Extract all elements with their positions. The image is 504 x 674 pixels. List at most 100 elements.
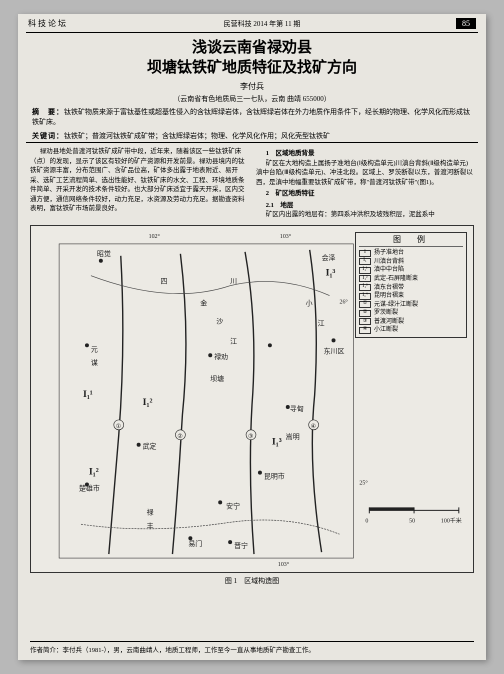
col-right: 1 区域地质背景 矿区在大地构造上属扬子准地台(Ⅰ级构造单元)川滇台背斜(Ⅱ级构… bbox=[256, 147, 474, 219]
svg-text:小: 小 bbox=[306, 299, 313, 308]
zone-2: I₁² bbox=[143, 397, 153, 408]
legend-text: 罗茨断裂 bbox=[374, 309, 398, 317]
author: 李付兵 bbox=[18, 81, 486, 92]
legend-row: I₁²武定-石屏隆断束 bbox=[359, 275, 463, 283]
para-intro: 禄劝县地处普渡河钛铁矿成矿带中段，近年来，随着该区一些钛铁矿床（点）的发现，显示… bbox=[30, 147, 248, 213]
legend-symbol: ① bbox=[359, 301, 371, 308]
svg-text:安宁: 安宁 bbox=[226, 502, 240, 511]
legend-row: ③普渡河断裂 bbox=[359, 318, 463, 326]
body-columns: 禄劝县地处普渡河钛铁矿成矿带中段，近年来，随着该区一些钛铁矿床（点）的发现，显示… bbox=[30, 147, 474, 219]
header-rule bbox=[26, 32, 478, 33]
legend-symbol: I bbox=[359, 250, 371, 257]
svg-text:嵩明: 嵩明 bbox=[286, 433, 300, 441]
header-section: 科技论坛 bbox=[28, 18, 68, 29]
legend-text: 普渡河断裂 bbox=[374, 318, 404, 326]
svg-text:武定: 武定 bbox=[143, 442, 157, 451]
legend-symbol: I₁⁴ bbox=[359, 293, 371, 300]
col-left: 禄劝县地处普渡河钛铁矿成矿带中段，近年来，随着该区一些钛铁矿床（点）的发现，显示… bbox=[30, 147, 248, 219]
svg-text:四: 四 bbox=[161, 278, 168, 286]
keywords-block: 关键词：钛铁矿；普渡河钛铁矿成矿带；含钛辉绿岩体；物理、化学风化作用；风化壳型钛… bbox=[32, 132, 472, 142]
svg-text:寻甸: 寻甸 bbox=[290, 404, 304, 413]
svg-text:昭觉: 昭觉 bbox=[97, 249, 111, 258]
legend-symbol: ③ bbox=[359, 318, 371, 325]
coord-102: 102° bbox=[149, 233, 161, 240]
svg-text:江: 江 bbox=[318, 320, 325, 328]
legend-row: ②罗茨断裂 bbox=[359, 309, 463, 317]
legend-text: 川滇台背斜 bbox=[374, 258, 404, 266]
abstract-label: 摘 要： bbox=[32, 108, 64, 116]
legend-text: 扬子准地台 bbox=[374, 249, 404, 257]
legend-title: 图 例 bbox=[359, 235, 463, 247]
author-bio: 作者简介：李付兵（1981-），男，云南曲靖人，地质工程师，工作至今一直从事地质… bbox=[30, 641, 474, 654]
svg-text:会泽: 会泽 bbox=[322, 253, 336, 262]
legend-symbol: ④ bbox=[359, 327, 371, 334]
svg-text:东川区: 东川区 bbox=[324, 347, 345, 356]
legend-symbol: I₁ bbox=[359, 258, 371, 265]
svg-text:晋宁: 晋宁 bbox=[234, 541, 248, 550]
section-21: 2.1 地层 bbox=[256, 201, 474, 210]
zone-5: I₁³ bbox=[326, 268, 336, 279]
legend-text: 武定-石屏隆断束 bbox=[374, 275, 418, 283]
svg-text:坝塘: 坝塘 bbox=[210, 374, 224, 383]
legend-row: I₁³滇东台褶带 bbox=[359, 284, 463, 292]
svg-text:②: ② bbox=[177, 433, 182, 440]
para-geo: 矿区在大地构造上属扬子准地台(Ⅰ级构造单元)川滇台背斜(Ⅱ级构造单元)滇中台陷(… bbox=[256, 159, 474, 187]
article-title: 浅谈云南省禄劝县 坝塘钛铁矿地质特征及找矿方向 bbox=[18, 39, 486, 78]
legend-row: I扬子准地台 bbox=[359, 249, 463, 257]
abstract-block: 摘 要：钛铁矿物质来源于富钛基性或超基性侵入的含钛辉绿岩体，含钛辉绿岩体在外力地… bbox=[32, 108, 472, 128]
svg-text:100千米: 100千米 bbox=[441, 517, 462, 525]
legend-row: ④小江断裂 bbox=[359, 326, 463, 334]
title-line1: 浅谈云南省禄劝县 bbox=[18, 39, 486, 59]
legend-text: 小江断裂 bbox=[374, 326, 398, 334]
legend-text: 昆明台褶束 bbox=[374, 292, 404, 300]
affiliation: （云南省有色地质局三一七队，云南 曲靖 655000） bbox=[18, 94, 486, 104]
header-journal: 民营科技 2014 年第 11 期 bbox=[224, 19, 301, 29]
svg-text:楚雄市: 楚雄市 bbox=[79, 484, 100, 493]
title-line2: 坝塘钛铁矿地质特征及找矿方向 bbox=[18, 59, 486, 79]
legend-row: I₁⁴昆明台褶束 bbox=[359, 292, 463, 300]
legend-row: I₁川滇台背斜 bbox=[359, 258, 463, 266]
legend-symbol: I₁¹ bbox=[359, 267, 371, 274]
section-1: 1 区域地质背景 bbox=[256, 149, 474, 158]
legend-text: 滇东台褶带 bbox=[374, 284, 404, 292]
svg-text:③: ③ bbox=[248, 433, 253, 440]
svg-text:④: ④ bbox=[311, 423, 316, 430]
figure-caption: 图 1 区域构造图 bbox=[18, 576, 486, 586]
svg-text:金: 金 bbox=[200, 299, 207, 308]
coord-103b: 103° bbox=[278, 561, 290, 568]
svg-text:0: 0 bbox=[365, 519, 368, 525]
page-number: 85 bbox=[456, 18, 476, 29]
zone-3: I₁² bbox=[89, 467, 99, 478]
svg-text:禄: 禄 bbox=[147, 508, 154, 517]
svg-text:川: 川 bbox=[230, 278, 237, 286]
legend-text: 元谋-绿汁江断裂 bbox=[374, 301, 418, 309]
svg-text:江: 江 bbox=[230, 338, 237, 346]
coord-103t: 103° bbox=[280, 233, 292, 240]
keywords-label: 关键词： bbox=[32, 132, 64, 140]
svg-text:沙: 沙 bbox=[216, 318, 223, 326]
para-strata: 矿区内出露的地层有：第四系冲洪积及坡残积层，泥盆系中 bbox=[256, 210, 474, 219]
legend-symbol: ② bbox=[359, 310, 371, 317]
legend-row: I₁¹滇中中台陷 bbox=[359, 266, 463, 274]
zone-1: I₁¹ bbox=[83, 389, 93, 400]
coord-26: 26° bbox=[339, 299, 348, 306]
legend-row: ①元谋-绿汁江断裂 bbox=[359, 301, 463, 309]
figure-1: 102° 103° 26° 25° 103° ① ② ③ ④ bbox=[30, 225, 474, 573]
svg-text:谋: 谋 bbox=[91, 359, 98, 368]
legend: 图 例 I扬子准地台I₁川滇台背斜I₁¹滇中中台陷I₁²武定-石屏隆断束I₁³滇… bbox=[355, 232, 467, 338]
svg-text:丰: 丰 bbox=[147, 522, 154, 531]
svg-text:昆明市: 昆明市 bbox=[264, 472, 285, 481]
svg-text:禄劝: 禄劝 bbox=[214, 353, 228, 362]
legend-symbol: I₁² bbox=[359, 275, 371, 282]
svg-text:50: 50 bbox=[409, 519, 415, 525]
abstract-text: 钛铁矿物质来源于富钛基性或超基性侵入的含钛辉绿岩体，含钛辉绿岩体在外力地质作用条… bbox=[32, 108, 470, 126]
coord-25: 25° bbox=[359, 480, 368, 487]
svg-text:元: 元 bbox=[91, 346, 98, 354]
svg-text:易门: 易门 bbox=[188, 539, 202, 548]
legend-symbol: I₁³ bbox=[359, 284, 371, 291]
svg-text:①: ① bbox=[116, 423, 121, 430]
keywords-text: 钛铁矿；普渡河钛铁矿成矿带；含钛辉绿岩体；物理、化学风化作用；风化壳型钛铁矿 bbox=[64, 132, 330, 140]
section-2: 2 矿区地质特征 bbox=[256, 189, 474, 198]
abstract-rule bbox=[26, 142, 478, 143]
zone-4: I₁³ bbox=[272, 437, 282, 448]
